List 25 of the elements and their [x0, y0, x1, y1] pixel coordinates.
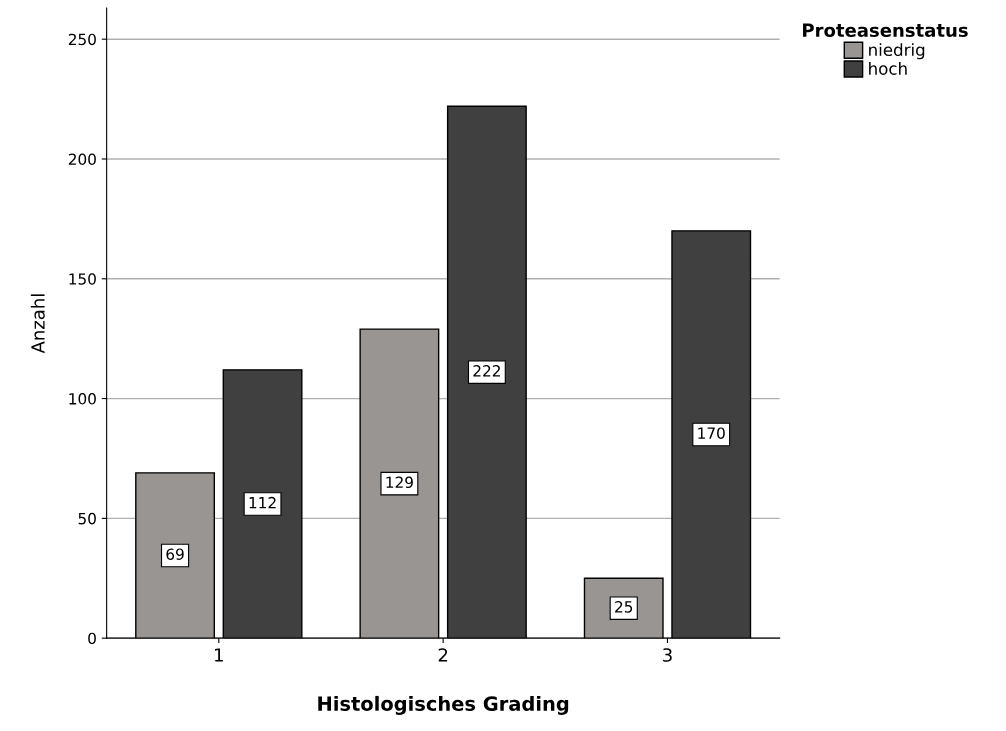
bar — [135, 472, 216, 639]
legend-title: Proteasenstatus — [803, 23, 968, 38]
data-label: 69 — [166, 548, 184, 560]
y-tick-label: 200 — [68, 153, 96, 165]
bar — [359, 328, 440, 639]
y-axis-title: Anzahl — [30, 294, 45, 354]
x-tick-label: 1 — [215, 648, 223, 662]
legend-label: niedrig — [869, 43, 925, 60]
data-label: 25 — [615, 601, 633, 613]
bar — [446, 105, 527, 639]
x-axis-title: Histologisches Grading — [318, 695, 569, 715]
y-tick-label: 0 — [88, 632, 96, 645]
data-label: 222 — [473, 365, 500, 377]
x-tick-label: 3 — [663, 648, 672, 662]
y-tick-label: 50 — [78, 512, 96, 525]
data-label: 112 — [249, 496, 276, 509]
legend-label: hoch — [869, 61, 907, 75]
y-tick-label: 250 — [68, 33, 96, 46]
y-tick-label: 100 — [69, 393, 96, 405]
bar — [671, 230, 752, 639]
data-label: 170 — [698, 427, 725, 439]
y-tick-label: 150 — [69, 273, 96, 285]
data-label: 129 — [386, 476, 413, 489]
x-tick-label: 2 — [438, 648, 448, 662]
bar — [222, 369, 303, 639]
